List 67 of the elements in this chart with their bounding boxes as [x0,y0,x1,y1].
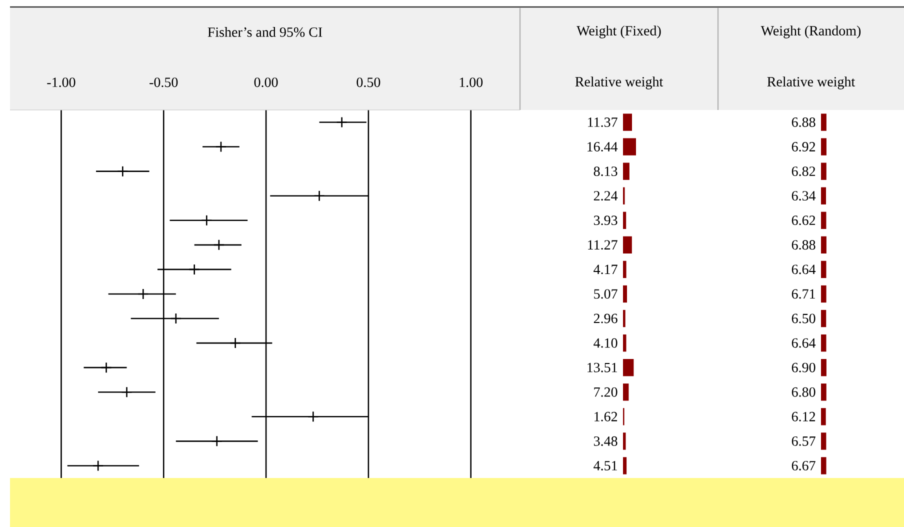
data-label: 6.34 [792,191,816,201]
bar [623,432,626,450]
data-label: 8.13 [594,166,618,176]
point [100,362,112,374]
data-label: 13.51 [588,362,617,372]
data-label: 3.93 [594,216,618,226]
data-label: 6.88 [792,117,816,128]
data-label: 6.62 [792,216,816,226]
x-axis-title: Relative weight [767,76,856,90]
data-label: 11.37 [588,118,618,127]
point [230,337,241,349]
data-label: 6.80 [792,387,816,397]
point [117,166,128,177]
point [211,436,223,447]
data-label: 6.90 [792,362,816,372]
point [121,386,132,398]
bar [623,260,626,278]
point [137,288,149,300]
point [307,411,319,422]
chart-title: Weight (Fixed) [576,26,661,38]
data-label: 4.51 [594,460,617,470]
bar [623,114,632,131]
x-tick-label: 1.00 [460,78,483,88]
bar [623,212,626,229]
data-label: 6.82 [792,166,816,176]
data-label: 6.67 [792,460,816,470]
data-label: 4.17 [594,264,618,274]
x-tick-label: -0.50 [150,78,178,88]
bar [623,162,630,180]
bar [623,359,634,376]
point [336,116,348,128]
bar [623,384,629,401]
data-label: 11.27 [588,240,618,250]
bar [623,334,626,352]
bar [623,285,628,303]
data-label: 2.24 [594,191,618,201]
point [200,214,212,226]
data-label: 6.64 [792,338,816,348]
data-label: 6.50 [792,314,816,324]
point [170,312,182,324]
data-label: 16.44 [588,142,618,152]
data-label: 3.48 [594,436,618,446]
x-axis-title: Relative weight [575,76,664,90]
data-label: 7.20 [594,387,618,397]
point [213,239,225,251]
chart-title: Weight (Random) [760,26,861,38]
point [188,264,200,276]
x-axis-title: Fisher’s and 95% CI [208,27,322,37]
data-label: 6.12 [792,412,816,422]
point [215,141,227,152]
bar [623,138,636,156]
data-label: 6.88 [792,240,816,250]
x-tick-label: -1.00 [47,78,76,88]
data-label: 5.07 [594,289,618,299]
point [314,190,325,202]
data-label: 6.57 [792,436,816,446]
x-tick-label: 0.50 [356,78,380,88]
data-label: 2.96 [594,314,618,324]
bar [623,236,632,254]
point [92,460,104,472]
data-label: 6.64 [792,264,816,274]
data-label: 4.10 [594,338,618,348]
x-tick-label: 0.00 [254,78,278,88]
bar [623,457,627,474]
data-label: 6.71 [792,289,815,299]
data-label: 6.92 [792,142,816,152]
data-label: 1.62 [594,412,618,422]
